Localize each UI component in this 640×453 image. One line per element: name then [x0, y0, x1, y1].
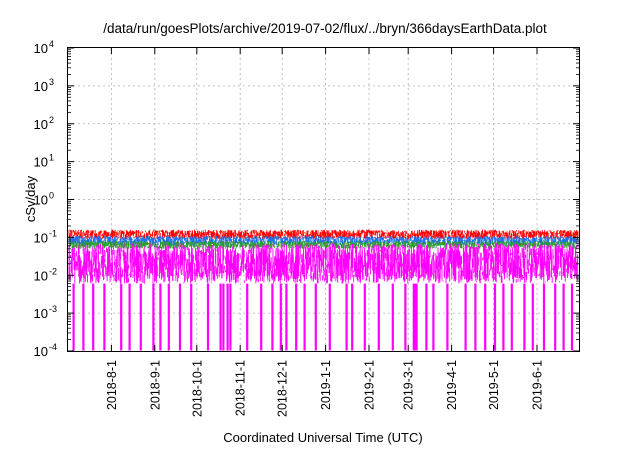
plot-area: [68, 229, 579, 351]
plot-frame: [67, 47, 580, 352]
y-tick-label: 10: [34, 306, 48, 321]
y-tick-label: 10: [34, 79, 48, 94]
x-tick-label: 2019-5-1: [487, 360, 501, 410]
y-tick-exponent: -1: [49, 228, 57, 238]
x-tick-label: 2019-4-1: [445, 360, 459, 410]
x-tick-label: 2019-3-1: [402, 360, 416, 410]
y-tick-exponent: 2: [49, 115, 54, 125]
grid-lines: [68, 48, 579, 351]
x-tick-label: 2019-2-1: [363, 360, 377, 410]
x-tick-label: 2019-1-1: [319, 360, 333, 410]
x-tick-label: 2018-11-1: [234, 360, 248, 416]
y-tick-label: 10: [34, 41, 48, 56]
y-tick-exponent: -3: [49, 304, 57, 314]
x-tick-label: 2018-10-1: [190, 360, 204, 417]
series-dropout-spikes: [72, 283, 574, 351]
y-tick-exponent: 1: [49, 153, 54, 163]
y-tick-exponent: -2: [49, 266, 57, 276]
y-tick-label: 10: [34, 155, 48, 170]
x-tick-label: 2018-8-1: [105, 360, 119, 410]
y-tick-exponent: 4: [49, 39, 54, 49]
y-tick-exponent: -4: [49, 342, 57, 352]
x-tick-label: 2019-6-1: [531, 360, 545, 410]
y-tick-label: 10: [34, 193, 48, 208]
x-tick-label: 2018-12-1: [276, 360, 290, 417]
y-tick-exponent: 3: [49, 77, 54, 87]
x-axis-label: Coordinated Universal Time (UTC): [223, 430, 422, 445]
chart-title: /data/run/goesPlots/archive/2019-07-02/f…: [103, 21, 547, 36]
y-tick-exponent: 0: [49, 191, 54, 201]
y-tick-label: 10: [34, 268, 48, 283]
y-tick-label: 10: [34, 117, 48, 132]
y-tick-label: 10: [34, 230, 48, 245]
y-axis-label: cSv/day: [23, 175, 38, 222]
series-line: [68, 243, 579, 284]
x-tick-label: 2018-9-1: [148, 360, 162, 410]
y-tick-label: 10: [34, 344, 48, 359]
